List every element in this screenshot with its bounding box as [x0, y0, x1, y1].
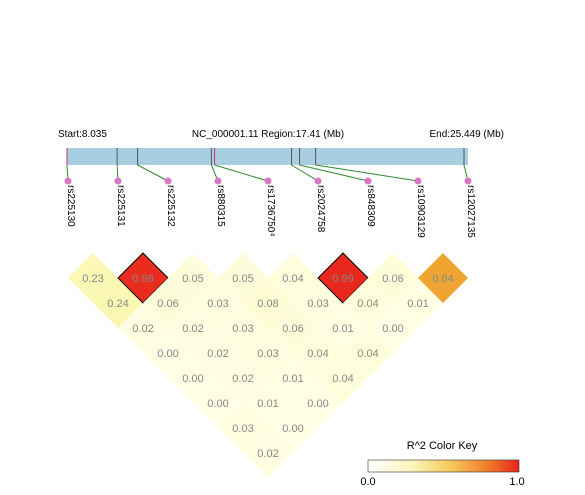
ld-cell-value: 0.02	[132, 323, 153, 335]
ld-cell-value: 0.02	[257, 448, 278, 460]
ld-cell-value: 0.24	[107, 298, 128, 310]
ld-cell-value: 0.02	[232, 373, 253, 385]
snp-label: rs12027135	[465, 185, 476, 238]
ld-cell-value: 0.02	[182, 323, 203, 335]
ld-cell-value: 0.99	[332, 273, 353, 285]
snp-connectors	[64, 164, 472, 185]
snp-label: rs2024758	[315, 185, 326, 233]
ld-cell-value: 0.06	[282, 323, 303, 335]
ld-cell-value: 0.00	[182, 373, 203, 385]
ld-heatmap: 0.23 0.24 0.02 0.00 0.00 0.00 0.03 0.02 0.98 0.06…	[68, 252, 468, 478]
ld-cell-value: 0.03	[257, 348, 278, 360]
snp-dot	[314, 177, 322, 185]
snp-label: rs1736750⁴	[265, 185, 276, 237]
snp-connector-line	[214, 164, 269, 182]
ld-cell-value: 0.01	[407, 298, 428, 310]
snp-label: rs225130	[65, 185, 76, 227]
ld-cell-value: 0.02	[207, 348, 228, 360]
ld-cell-value: 0.01	[332, 323, 353, 335]
snp-connector-line	[137, 164, 169, 182]
ld-cell-value: 0.03	[307, 298, 328, 310]
ld-cell-value: 0.64	[432, 273, 453, 285]
snp-label: rs848309	[365, 185, 376, 227]
ld-cell-value: 0.05	[182, 273, 203, 285]
ld-cell-value: 0.01	[282, 373, 303, 385]
snp-connector-line	[291, 164, 319, 182]
ld-cell-value: 0.00	[157, 348, 178, 360]
color-key-min: 0.0	[360, 476, 375, 488]
track-bar	[67, 148, 468, 165]
snp-label: rs10903129	[415, 185, 426, 238]
color-key-max: 1.0	[509, 476, 524, 488]
ld-cell-value: 0.04	[282, 273, 303, 285]
ld-cell-value: 0.05	[232, 273, 253, 285]
region-label: NC_000001.11 Region:17.41 (Mb)	[192, 129, 344, 140]
ld-cell-value: 0.00	[382, 323, 403, 335]
ld-cell-value: 0.01	[257, 398, 278, 410]
ld-cell-value: 0.00	[207, 398, 228, 410]
snp-dot	[264, 177, 272, 185]
ld-cell-value: 0.06	[157, 298, 178, 310]
color-key-title: R^2 Color Key	[407, 440, 478, 452]
snp-dot	[214, 177, 222, 185]
snp-dot	[114, 177, 122, 185]
snp-connector-line	[299, 164, 369, 182]
end-label: End:25.449 (Mb)	[430, 129, 505, 140]
snp-label: rs880315	[215, 185, 226, 227]
snp-label: rs225131	[115, 185, 126, 227]
ld-cell-value: 0.08	[257, 298, 278, 310]
ld-cell-value: 0.04	[332, 373, 353, 385]
ld-cell-value: 0.03	[207, 298, 228, 310]
ld-cell-value: 0.04	[357, 298, 378, 310]
snp-connector-line	[315, 164, 419, 182]
snp-dot	[64, 177, 72, 185]
ld-cell-value: 0.00	[307, 398, 328, 410]
ld-cell-value: 0.98	[132, 273, 153, 285]
snp-dot	[414, 177, 422, 185]
ld-cell-value: 0.03	[232, 323, 253, 335]
snp-label: rs225132	[165, 185, 176, 227]
ld-cell-value: 0.06	[382, 273, 403, 285]
genomic-track	[66, 148, 468, 165]
ld-cell-value: 0.23	[82, 273, 103, 285]
ld-cell-value: 0.00	[282, 423, 303, 435]
color-key: R^2 Color Key 0.0 1.0	[360, 440, 524, 488]
ld-cell-value: 0.03	[232, 423, 253, 435]
ld-cell-value: 0.04	[307, 348, 328, 360]
ld-cell-value: 0.04	[357, 348, 378, 360]
snp-dot	[164, 177, 172, 185]
snp-dot	[364, 177, 372, 185]
ld-cell	[418, 253, 468, 303]
start-label: Start:8.035	[58, 129, 107, 140]
color-key-gradient	[367, 459, 520, 473]
snp-dot	[464, 177, 472, 185]
snp-labels: rs225130 rs225131 rs225132 rs880315 rs173675…	[65, 185, 476, 238]
